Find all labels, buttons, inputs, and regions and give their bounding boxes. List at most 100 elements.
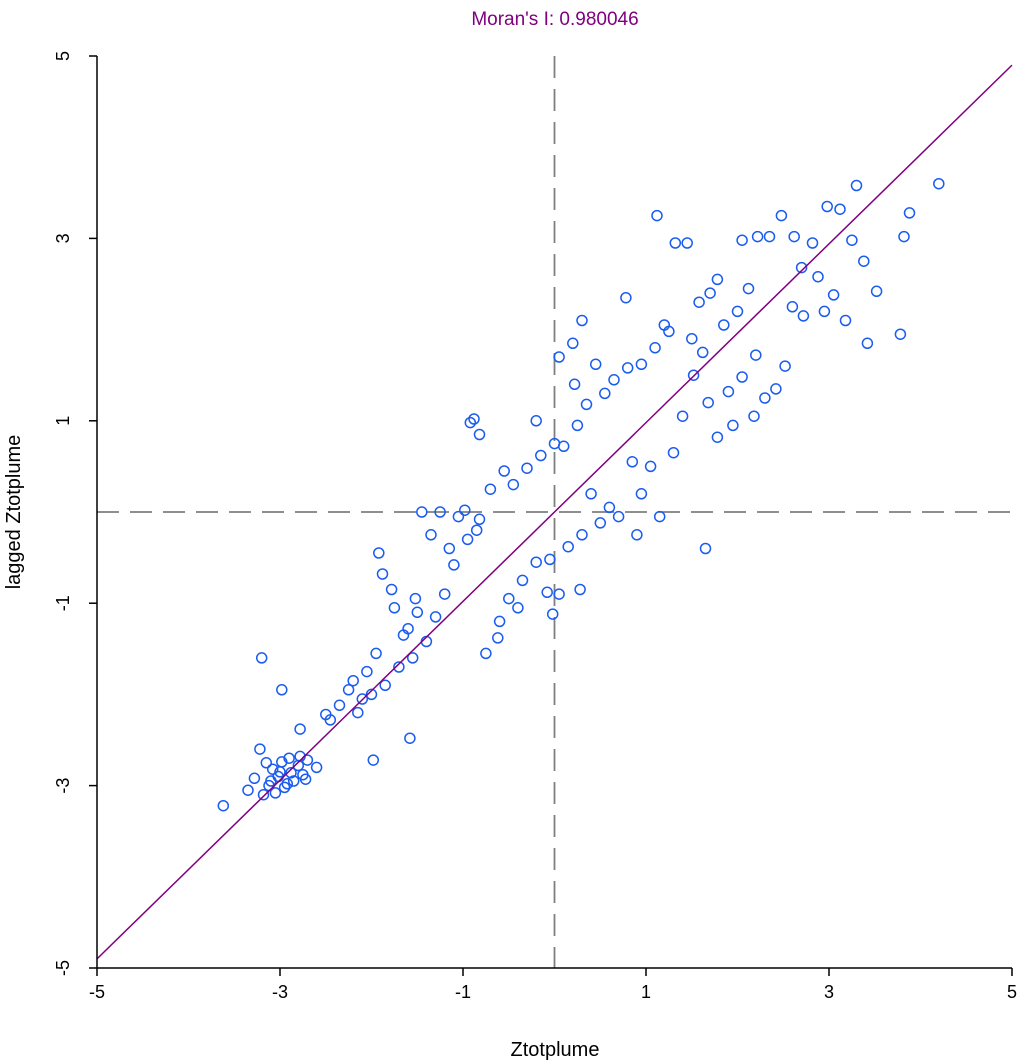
chart-title: Moran's I: 0.980046 bbox=[471, 9, 638, 30]
x-tick-label: 5 bbox=[1007, 982, 1017, 1002]
data-point bbox=[276, 756, 288, 768]
data-point bbox=[731, 305, 744, 318]
data-point bbox=[425, 529, 437, 541]
data-point bbox=[861, 337, 874, 350]
data-point bbox=[722, 385, 735, 398]
y-tick-label: -3 bbox=[53, 778, 73, 794]
y-tick-label: 1 bbox=[53, 416, 73, 426]
data-point bbox=[452, 510, 465, 523]
data-point bbox=[388, 602, 401, 614]
data-point bbox=[770, 383, 782, 395]
x-tick-label: 1 bbox=[641, 982, 651, 1002]
data-point bbox=[376, 568, 389, 580]
data-point bbox=[507, 478, 520, 491]
data-point bbox=[310, 761, 323, 774]
data-point bbox=[544, 553, 556, 566]
data-point bbox=[759, 392, 771, 404]
data-point bbox=[818, 305, 831, 318]
data-point bbox=[365, 688, 378, 701]
data-point bbox=[276, 684, 288, 696]
data-point bbox=[635, 358, 648, 371]
data-point bbox=[779, 360, 791, 372]
data-point bbox=[669, 237, 682, 249]
y-axis: -5 -3 -1 1 3 5 bbox=[53, 51, 98, 976]
data-point bbox=[795, 261, 808, 274]
data-point bbox=[461, 533, 474, 546]
data-point bbox=[411, 606, 424, 619]
data-point bbox=[711, 431, 724, 443]
data-point bbox=[603, 501, 616, 514]
data-point bbox=[397, 629, 410, 641]
data-point bbox=[361, 665, 373, 678]
data-point bbox=[594, 517, 607, 529]
data-point bbox=[612, 510, 625, 523]
data-point bbox=[696, 346, 709, 359]
data-point bbox=[464, 416, 477, 429]
y-tick-label: -1 bbox=[53, 595, 73, 611]
data-point bbox=[839, 314, 852, 327]
data-point bbox=[285, 767, 297, 779]
data-point bbox=[568, 378, 581, 391]
x-axis-label: Ztotplume bbox=[511, 1039, 600, 1061]
data-point bbox=[711, 273, 724, 286]
data-point bbox=[599, 387, 611, 400]
data-point bbox=[512, 602, 524, 614]
data-point bbox=[530, 556, 542, 568]
data-point bbox=[933, 177, 945, 190]
data-point bbox=[834, 203, 846, 215]
data-point bbox=[626, 456, 639, 468]
data-point bbox=[347, 674, 359, 687]
x-axis: -5 -3 -1 1 3 5 bbox=[89, 967, 1017, 1002]
regression-line bbox=[96, 64, 1013, 960]
data-point bbox=[644, 460, 657, 473]
data-point bbox=[585, 488, 597, 500]
data-point bbox=[379, 679, 391, 692]
data-point bbox=[342, 684, 355, 696]
data-point bbox=[438, 588, 451, 600]
data-point bbox=[484, 483, 497, 495]
data-point bbox=[806, 237, 819, 249]
data-point bbox=[850, 179, 863, 192]
data-point bbox=[827, 289, 840, 301]
data-point bbox=[546, 608, 559, 620]
data-point bbox=[718, 319, 730, 331]
data-point bbox=[736, 234, 748, 246]
data-point bbox=[786, 301, 799, 313]
data-point bbox=[574, 583, 586, 596]
data-point bbox=[676, 410, 689, 422]
data-point bbox=[553, 588, 565, 600]
data-point bbox=[217, 799, 230, 812]
data-point bbox=[373, 547, 385, 559]
data-point bbox=[493, 615, 506, 628]
data-point bbox=[788, 230, 800, 243]
data-point bbox=[257, 788, 270, 801]
data-point bbox=[631, 529, 643, 541]
data-point bbox=[687, 369, 700, 381]
data-point bbox=[870, 285, 883, 298]
data-point bbox=[580, 398, 593, 411]
data-point bbox=[797, 310, 810, 322]
data-point bbox=[281, 778, 294, 790]
data-point bbox=[736, 371, 748, 383]
data-point bbox=[530, 415, 542, 427]
data-point bbox=[557, 440, 570, 453]
data-point bbox=[516, 574, 529, 587]
data-point bbox=[324, 714, 337, 726]
data-point bbox=[681, 237, 693, 249]
data-point bbox=[406, 652, 419, 664]
data-point bbox=[541, 586, 553, 599]
data-point bbox=[352, 706, 364, 719]
x-tick-label: -1 bbox=[455, 982, 471, 1002]
data-point bbox=[443, 542, 456, 555]
data-point bbox=[459, 504, 471, 516]
data-point bbox=[812, 270, 824, 283]
x-tick-label: -3 bbox=[272, 982, 288, 1002]
data-point bbox=[260, 757, 273, 769]
y-tick-label: -5 bbox=[53, 960, 73, 976]
data-point bbox=[468, 413, 480, 425]
data-point bbox=[294, 723, 306, 735]
data-point bbox=[635, 488, 648, 500]
data-point bbox=[367, 754, 380, 766]
data-point bbox=[492, 632, 504, 644]
